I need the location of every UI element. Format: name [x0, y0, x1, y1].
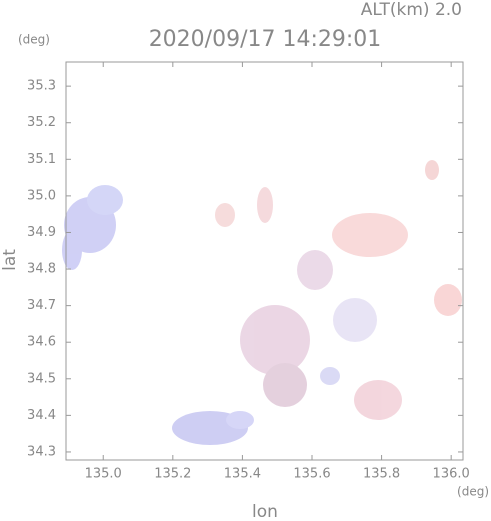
y-tick-label: 35.1 [27, 152, 56, 167]
x-unit: (deg) [457, 485, 489, 499]
y-axis-label: lat [0, 249, 20, 271]
y-tick-label: 34.8 [27, 262, 56, 277]
y-tick-label: 34.4 [27, 408, 56, 423]
y-unit: (deg) [18, 33, 50, 47]
y-tick-label: 35.2 [27, 115, 56, 130]
y-tick-label: 34.6 [27, 335, 56, 350]
y-tick-label: 35.0 [27, 188, 56, 203]
y-tick-label: 34.7 [27, 298, 56, 313]
x-tick-label: 135.6 [293, 467, 330, 482]
x-tick-label: 136.0 [433, 467, 470, 482]
y-tick-label: 35.3 [27, 79, 56, 94]
x-tick-label: 135.2 [154, 467, 191, 482]
plot-frame [65, 61, 464, 461]
x-axis-label: lon [252, 502, 278, 521]
y-tick-label: 34.9 [27, 225, 56, 240]
echoes [62, 160, 462, 445]
x-tick-label: 135.0 [85, 467, 122, 482]
chart-title: 2020/09/17 14:29:01 [149, 27, 382, 52]
y-tick-label: 34.3 [27, 444, 56, 459]
y-tick-label: 34.5 [27, 371, 56, 386]
x-tick-label: 135.8 [363, 467, 400, 482]
altitude-label: ALT(km) 2.0 [361, 0, 462, 20]
x-tick-label: 135.4 [224, 467, 261, 482]
